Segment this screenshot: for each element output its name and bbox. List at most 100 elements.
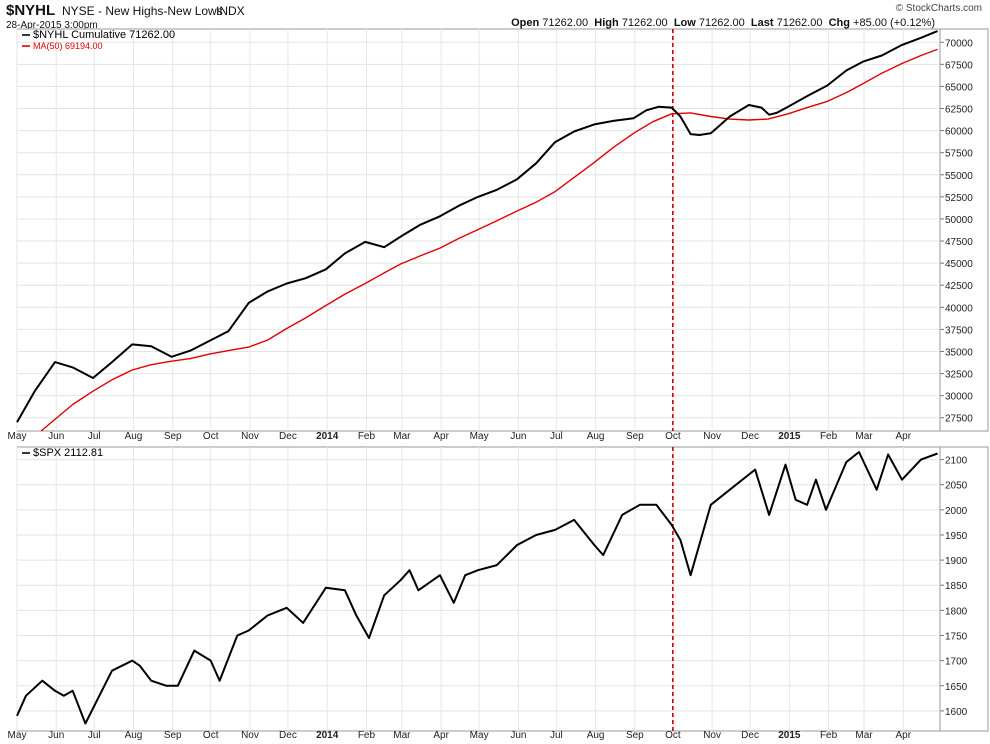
spx-y-tick-label: 2100: [945, 456, 968, 467]
exchange-description: NYSE - New Highs-New Lows: [62, 4, 223, 18]
nyhl-x-tick-label: Dec: [741, 431, 759, 442]
spx-y-tick-label: 1900: [945, 556, 968, 567]
spx-x-tick-label: Jul: [88, 730, 101, 741]
nyhl-x-tick-label: Nov: [703, 431, 721, 442]
nyhl-x-tick-label: Mar: [855, 431, 873, 442]
symbol-label: $NYHL: [6, 2, 56, 19]
nyhl-y-tick-label: 45000: [945, 259, 973, 270]
spx-y-tick-label: 2000: [945, 506, 968, 517]
symbol-type: INDX: [216, 4, 245, 18]
nyhl-x-tick-label: Jun: [510, 431, 526, 442]
last-value: 71262.00: [776, 17, 823, 29]
nyhl-y-tick-label: 60000: [945, 127, 973, 138]
low-label: Low: [673, 17, 696, 29]
nyhl-x-tick-label: Feb: [820, 431, 838, 442]
ohlc-readout: Open 71262.00 High 71262.00 Low 71262.00…: [511, 17, 935, 29]
datetime-label: 28-Apr-2015 3:00pm: [6, 20, 98, 31]
spx-x-tick-label: 2014: [316, 730, 339, 741]
chg-value: +85.00 (+0.12%): [853, 17, 935, 29]
spx-x-tick-label: Jul: [550, 730, 563, 741]
nyhl-x-tick-label: Aug: [125, 431, 143, 442]
spx-x-tick-label: Feb: [358, 730, 376, 741]
nyhl-x-tick-label: Oct: [203, 431, 219, 442]
spx-y-tick-label: 2050: [945, 481, 968, 492]
spx-x-tick-label: Mar: [393, 730, 411, 741]
nyhl-x-tick-label: Jun: [48, 431, 64, 442]
nyhl-y-tick-label: 35000: [945, 347, 973, 358]
spx-y-tick-label: 1800: [945, 606, 968, 617]
nyhl-y-axis: [939, 28, 989, 432]
spx-x-tick-label: Dec: [279, 730, 297, 741]
spx-x-tick-label: Mar: [855, 730, 873, 741]
last-label: Last: [750, 17, 774, 29]
chg-label: Chg: [828, 17, 850, 29]
nyhl-x-tick-label: Apr: [896, 431, 912, 442]
nyhl-x-tick-label: Aug: [587, 431, 605, 442]
spx-plot-frame: [16, 446, 941, 732]
spx-x-tick-label: Aug: [587, 730, 605, 741]
spx-x-tick-label: Sep: [626, 730, 644, 741]
nyhl-x-tick-label: Jul: [550, 431, 563, 442]
spx-x-tick-label: Oct: [665, 730, 681, 741]
nyhl-series-line-1: [40, 48, 938, 432]
spx-series-line-0: [16, 451, 938, 725]
spx-y-tick-label: 1750: [945, 631, 968, 642]
nyhl-y-tick-label: 67500: [945, 60, 973, 71]
spx-x-tick-label: 2015: [778, 730, 801, 741]
nyhl-x-tick-label: Apr: [433, 431, 449, 442]
spx-y-tick-label: 1600: [945, 707, 968, 718]
brand-watermark: © StockCharts.com: [895, 3, 982, 14]
spx-x-tick-label: Nov: [241, 730, 259, 741]
nyhl-x-tick-label: Feb: [358, 431, 376, 442]
high-label: High: [594, 17, 619, 29]
nyhl-y-tick-label: 37500: [945, 325, 973, 336]
nyhl-y-tick-label: 50000: [945, 215, 973, 226]
nyhl-y-tick-label: 52500: [945, 193, 973, 204]
nyhl-x-tick-label: 2014: [316, 431, 339, 442]
nyhl-x-tick-label: Mar: [393, 431, 411, 442]
low-value: 71262.00: [698, 17, 745, 29]
nyhl-y-tick-label: 40000: [945, 303, 973, 314]
nyhl-y-tick-label: 57500: [945, 149, 973, 160]
nyhl-y-tick-label: 42500: [945, 281, 973, 292]
spx-y-tick-label: 1650: [945, 682, 968, 693]
spx-y-tick-label: 1700: [945, 657, 968, 668]
spx-x-tick-label: Feb: [820, 730, 838, 741]
nyhl-x-tick-label: Sep: [164, 431, 182, 442]
nyhl-x-tick-label: May: [8, 431, 27, 442]
nyhl-legend-entry-1: MA(50) 69194.00: [33, 41, 103, 51]
nyhl-y-tick-label: 62500: [945, 105, 973, 116]
nyhl-y-tick-label: 70000: [945, 38, 973, 49]
spx-y-axis: [939, 446, 989, 732]
nyhl-legend-entry-0: $NYHL Cumulative 71262.00: [33, 29, 175, 41]
spx-x-tick-label: Dec: [741, 730, 759, 741]
nyhl-y-tick-label: 27500: [945, 414, 973, 425]
spx-legend-entry-0: $SPX 2112.81: [33, 447, 103, 459]
nyhl-x-tick-label: May: [470, 431, 489, 442]
nyhl-y-tick-label: 32500: [945, 370, 973, 381]
spx-y-tick-label: 1850: [945, 581, 968, 592]
spx-x-tick-label: Apr: [433, 730, 449, 741]
nyhl-series-line-0: [16, 30, 938, 423]
spx-x-tick-label: Aug: [125, 730, 143, 741]
spx-x-tick-label: May: [470, 730, 489, 741]
nyhl-x-tick-label: 2015: [778, 431, 801, 442]
nyhl-y-tick-label: 65000: [945, 82, 973, 93]
spx-x-tick-label: May: [8, 730, 27, 741]
spx-x-tick-label: Nov: [703, 730, 721, 741]
high-value: 71262.00: [621, 17, 668, 29]
open-value: 71262.00: [542, 17, 589, 29]
nyhl-x-tick-label: Sep: [626, 431, 644, 442]
open-label: Open: [511, 17, 540, 29]
nyhl-x-tick-label: Dec: [279, 431, 297, 442]
nyhl-y-tick-label: 47500: [945, 237, 973, 248]
spx-x-tick-label: Jun: [48, 730, 64, 741]
nyhl-x-tick-label: Nov: [241, 431, 259, 442]
spx-y-tick-label: 1950: [945, 531, 968, 542]
spx-x-tick-label: Oct: [203, 730, 219, 741]
nyhl-y-tick-label: 55000: [945, 171, 973, 182]
spx-x-tick-label: Sep: [164, 730, 182, 741]
nyhl-x-tick-label: Jul: [88, 431, 101, 442]
